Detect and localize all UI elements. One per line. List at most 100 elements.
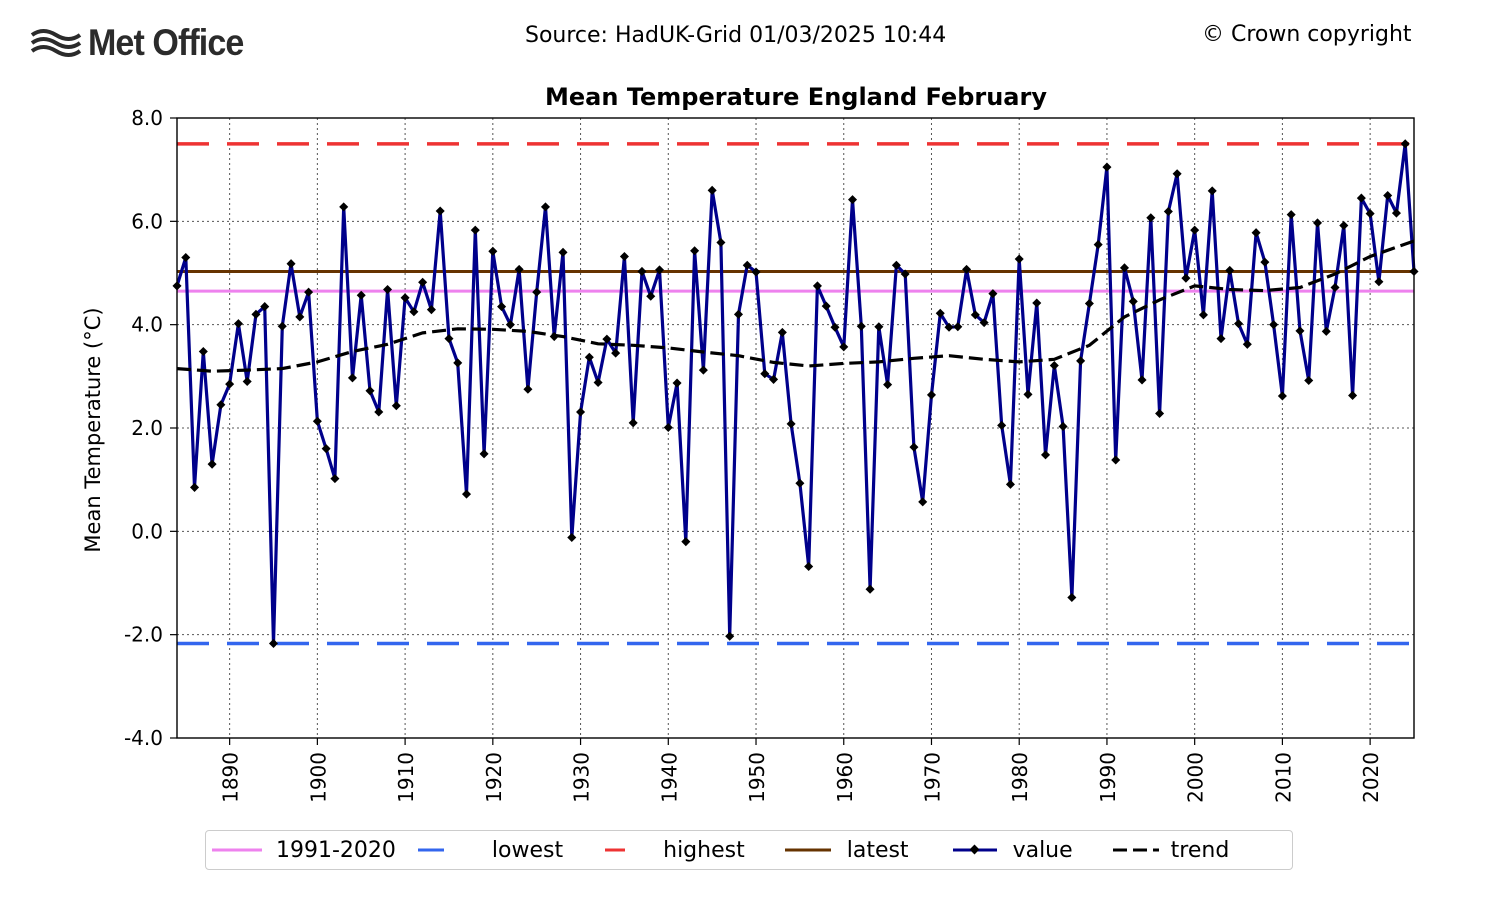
legend-swatch-value: [952, 844, 997, 855]
y-tick-label: 6.0: [131, 209, 163, 233]
value-point: [374, 407, 384, 417]
y-tick-label: 4.0: [131, 313, 163, 337]
value-point: [1207, 186, 1217, 196]
x-tick-label: 1900: [306, 752, 330, 803]
value-point: [365, 386, 375, 396]
x-tick-label: 1930: [570, 752, 594, 803]
value-point: [1163, 206, 1173, 217]
chart-title: Mean Temperature England February: [545, 83, 1047, 111]
value-point: [1128, 296, 1138, 306]
value-point: [1014, 254, 1024, 264]
value-point: [1041, 450, 1051, 460]
legend-swatch-latest: [784, 848, 831, 852]
value-point: [593, 378, 603, 388]
value-point: [1304, 375, 1314, 385]
met-office-waves-icon: [30, 29, 82, 57]
x-tick-label: 2000: [1184, 752, 1208, 803]
legend-label-value: value: [1012, 837, 1073, 863]
value-point: [1321, 326, 1331, 336]
x-tick-label: 1970: [920, 752, 944, 803]
value-point: [453, 358, 463, 368]
legend-swatch-baseline: [212, 848, 262, 852]
reference-lines: [177, 142, 1414, 646]
value-point: [251, 309, 261, 319]
x-tick-label: 1980: [1008, 752, 1032, 803]
source-text: Source: HadUK-Grid 01/03/2025 10:44: [525, 23, 947, 48]
value-point: [190, 482, 200, 492]
value-point: [1137, 375, 1147, 385]
value-point: [330, 474, 340, 484]
legend-item-baseline: 1991-2020: [212, 830, 396, 870]
value-point: [1277, 391, 1287, 401]
value-point: [391, 401, 401, 411]
value-point: [418, 277, 428, 287]
value-point: [1234, 319, 1244, 329]
value-point: [979, 318, 989, 328]
value-point: [830, 322, 840, 332]
value-point: [935, 308, 945, 318]
value-point: [277, 321, 287, 331]
value-point: [874, 322, 884, 332]
x-tick-label: 1940: [657, 752, 681, 803]
legend-item-value: value: [951, 830, 1073, 870]
x-tick-label: 2010: [1271, 752, 1295, 803]
chart-legend: 1991-2020 lowest highest latest value tr…: [205, 830, 1293, 870]
value-point: [1312, 218, 1323, 228]
value-point: [646, 291, 656, 301]
y-tick-label: 8.0: [131, 106, 163, 130]
value-point: [426, 305, 436, 315]
value-point: [233, 319, 243, 329]
value-point: [1058, 421, 1068, 431]
value-point: [558, 247, 568, 257]
value-point: [1198, 310, 1208, 320]
value-point: [225, 379, 235, 389]
legend-swatch-highest: [605, 848, 626, 852]
value-point: [725, 631, 735, 641]
legend-label-trend: trend: [1170, 837, 1230, 863]
value-point: [883, 380, 893, 390]
value-point: [1181, 273, 1191, 283]
copyright-text: © Crown copyright: [1202, 22, 1412, 47]
value-point: [786, 419, 796, 429]
value-point: [540, 202, 550, 212]
value-point: [839, 342, 849, 352]
value-point: [637, 266, 647, 276]
value-point: [479, 449, 489, 459]
value-point: [988, 289, 998, 299]
value-point: [1005, 479, 1015, 489]
value-point: [505, 320, 515, 330]
value-point: [909, 442, 919, 452]
legend-swatch-lowest: [417, 848, 444, 852]
value-point: [1111, 455, 1121, 465]
value-point: [181, 252, 191, 263]
met-office-logo: Met Office: [30, 22, 257, 64]
value-point: [716, 237, 726, 248]
value-point: [654, 265, 665, 275]
legend-item-lowest: lowest: [417, 830, 563, 870]
value-point: [690, 246, 700, 256]
y-tick-label: -2.0: [124, 623, 163, 647]
value-point: [1049, 360, 1059, 371]
value-point: [733, 309, 744, 319]
y-axis-label: Mean Temperature (°C): [81, 307, 105, 552]
value-point: [1225, 265, 1235, 275]
x-tick-label: 1990: [1096, 752, 1120, 803]
legend-item-highest: highest: [605, 830, 745, 870]
x-tick-label: 1920: [482, 752, 506, 803]
value-point: [304, 287, 314, 297]
legend-item-latest: latest: [784, 830, 909, 870]
value-point: [216, 400, 226, 410]
value-point: [663, 422, 673, 433]
legend-item-trend: trend: [1112, 830, 1230, 870]
legend-label-highest: highest: [663, 837, 745, 863]
value-series-line: [175, 142, 1416, 646]
value-point: [347, 373, 357, 383]
value-point: [856, 321, 866, 331]
x-tick-label: 1960: [833, 752, 857, 803]
value-point: [1260, 257, 1270, 267]
plot-frame: [176, 117, 1415, 739]
value-point: [1155, 409, 1165, 419]
value-point: [953, 322, 963, 332]
value-point: [698, 365, 708, 375]
